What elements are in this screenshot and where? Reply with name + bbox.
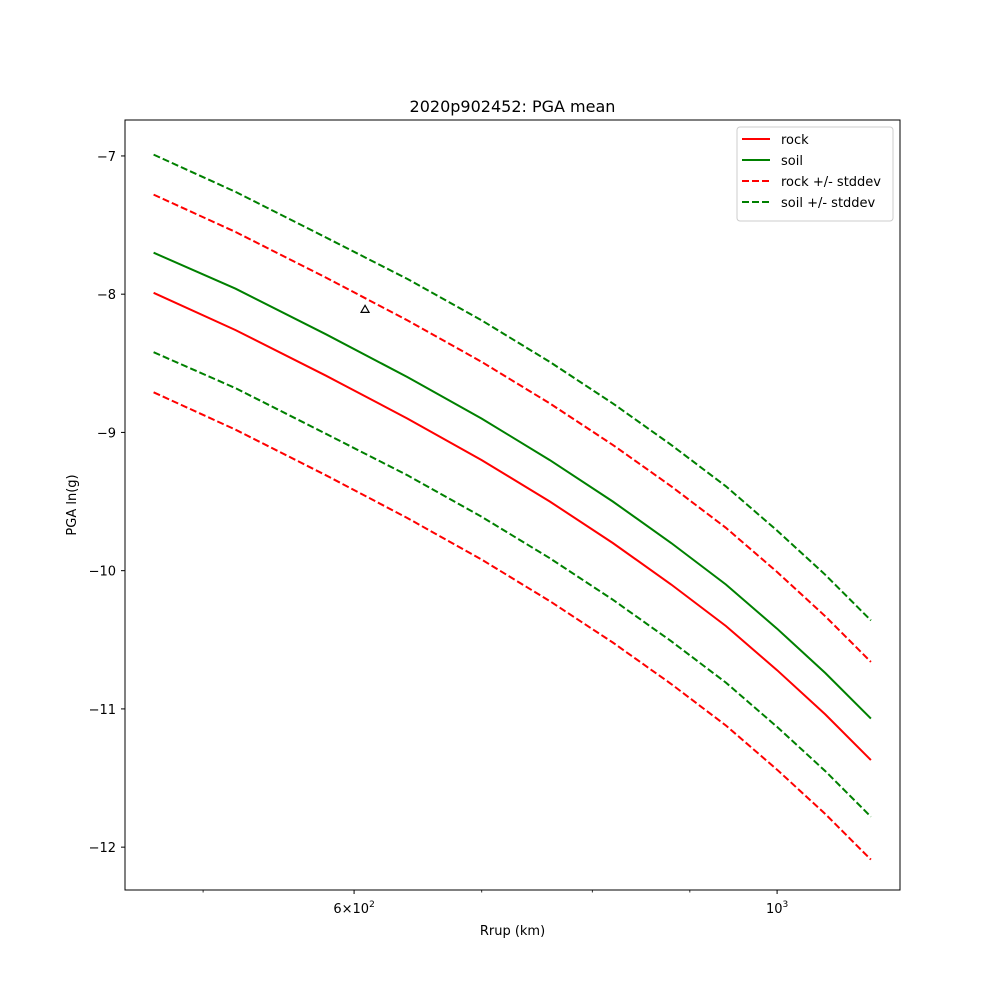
y-tick-label-1: −8 bbox=[97, 288, 116, 303]
y-axis-label: PGA ln(g) bbox=[65, 474, 80, 535]
x-tick-label-0: 6×102 bbox=[333, 900, 374, 917]
x-tick-label-1: 103 bbox=[766, 900, 788, 917]
y-tick-label-2: −9 bbox=[97, 426, 116, 441]
x-axis-label: Rrup (km) bbox=[480, 924, 545, 939]
series-line-1 bbox=[153, 251, 872, 720]
legend-label-0: rock bbox=[781, 133, 809, 148]
series-line-0 bbox=[153, 291, 872, 761]
y-tick-label-0: −7 bbox=[97, 150, 116, 165]
legend-box bbox=[736, 126, 894, 222]
y-tick-label-3: −10 bbox=[89, 565, 116, 580]
series-line-3 bbox=[153, 391, 872, 861]
legend-label-3: soil +/- stddev bbox=[781, 196, 876, 211]
series-line-2 bbox=[153, 193, 872, 663]
y-tick-label-4: −11 bbox=[89, 703, 116, 718]
y-tick-label-5: −12 bbox=[89, 841, 116, 856]
series-line-5 bbox=[153, 351, 872, 818]
legend-label-2: rock +/- stddev bbox=[781, 175, 881, 190]
observation-marker-0 bbox=[360, 304, 371, 313]
series-line-4 bbox=[153, 153, 872, 622]
plot-frame bbox=[124, 119, 901, 891]
legend-label-1: soil bbox=[781, 154, 803, 169]
chart-title: 2020p902452: PGA mean bbox=[410, 97, 616, 116]
